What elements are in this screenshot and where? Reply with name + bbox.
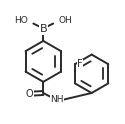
Text: F: F [77, 59, 83, 69]
Text: HO: HO [14, 16, 28, 25]
Text: B: B [40, 24, 47, 34]
Text: OH: OH [59, 16, 72, 25]
Text: NH: NH [50, 95, 64, 104]
Text: O: O [26, 89, 33, 99]
